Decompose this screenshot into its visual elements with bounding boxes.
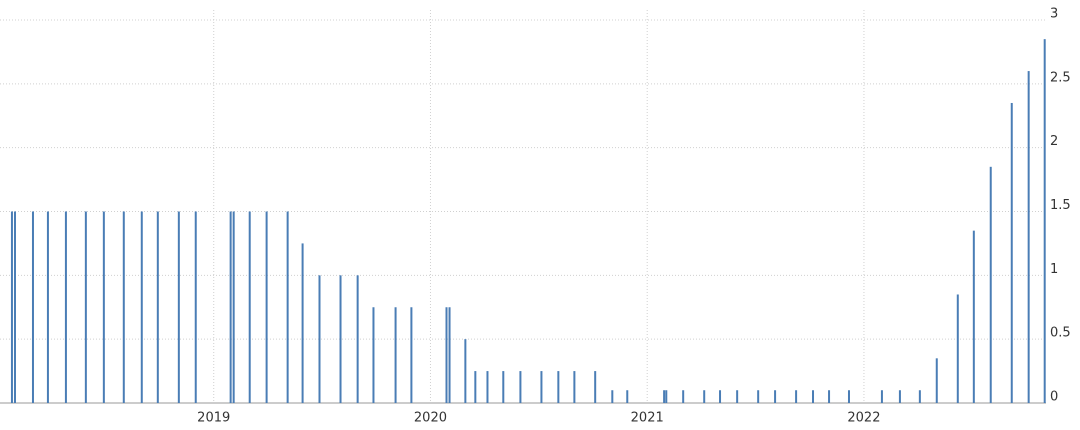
bar xyxy=(757,390,760,403)
bar xyxy=(918,390,921,403)
bar xyxy=(557,371,560,403)
bar xyxy=(229,211,232,403)
bar xyxy=(847,390,850,403)
x-tick-label: 2022 xyxy=(847,411,880,426)
y-tick-label: 2.5 xyxy=(1050,70,1071,85)
bar xyxy=(935,358,938,403)
bar xyxy=(84,211,87,403)
bar xyxy=(956,294,959,403)
bar xyxy=(594,371,597,403)
bar xyxy=(102,211,105,403)
x-tick-label: 2021 xyxy=(631,411,664,426)
bar xyxy=(486,371,489,403)
bar xyxy=(665,390,668,403)
y-tick-label: 0 xyxy=(1050,390,1058,405)
bar xyxy=(626,390,629,403)
bar xyxy=(301,243,304,403)
bar xyxy=(795,390,798,403)
bar xyxy=(122,211,125,403)
bar xyxy=(474,371,477,403)
y-tick-label: 1 xyxy=(1050,262,1058,277)
y-tick-label: 3 xyxy=(1050,7,1058,22)
bar xyxy=(177,211,180,403)
bar xyxy=(31,211,34,403)
x-tick-label: 2020 xyxy=(414,411,447,426)
bar xyxy=(410,307,413,403)
bar xyxy=(318,275,321,403)
bar xyxy=(394,307,397,403)
x-tick-label: 2019 xyxy=(197,411,230,426)
bar xyxy=(156,211,159,403)
bar xyxy=(719,390,722,403)
bar xyxy=(372,307,375,403)
bar xyxy=(774,390,777,403)
bar xyxy=(194,211,197,403)
bar xyxy=(502,371,505,403)
bar xyxy=(573,371,576,403)
bar xyxy=(265,211,268,403)
bar xyxy=(703,390,706,403)
bar xyxy=(989,166,992,403)
bar xyxy=(448,307,451,403)
bar xyxy=(663,390,666,403)
bar xyxy=(46,211,49,403)
bar xyxy=(1043,39,1046,404)
bar xyxy=(140,211,143,403)
bar xyxy=(812,390,815,403)
bar xyxy=(611,390,614,403)
bar xyxy=(540,371,543,403)
bar xyxy=(519,371,522,403)
bar xyxy=(10,211,13,403)
bar xyxy=(248,211,251,403)
bar xyxy=(1027,71,1030,404)
y-tick-label: 2 xyxy=(1050,134,1058,149)
bar xyxy=(898,390,901,403)
bar xyxy=(356,275,359,403)
bar xyxy=(445,307,448,403)
bar xyxy=(1010,102,1013,403)
y-tick-label: 0.5 xyxy=(1050,326,1071,341)
bar xyxy=(880,390,883,403)
bar xyxy=(232,211,235,403)
bar xyxy=(286,211,289,403)
bar xyxy=(828,390,831,403)
bar xyxy=(64,211,67,403)
bar xyxy=(464,339,467,403)
y-tick-label: 1.5 xyxy=(1050,198,1071,213)
bar xyxy=(736,390,739,403)
bar xyxy=(682,390,685,403)
bar xyxy=(972,230,975,403)
bar xyxy=(339,275,342,403)
bar xyxy=(13,211,16,403)
